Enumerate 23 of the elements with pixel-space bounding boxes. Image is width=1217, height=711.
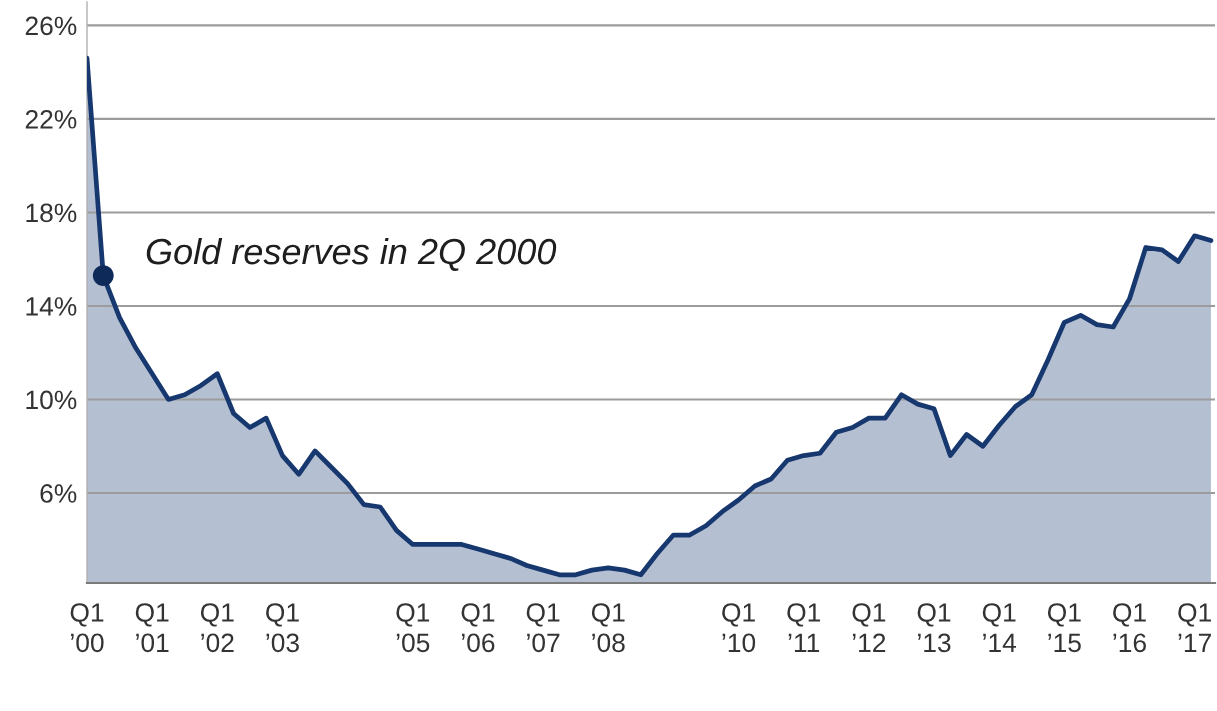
x-tick-label: Q1 ’12: [852, 603, 886, 652]
x-tick-label: Q1 ’05: [396, 603, 430, 653]
x-tick-label: Q1 ’08: [591, 603, 625, 653]
annotation: Gold reserves in 2Q 2000: [146, 237, 557, 271]
y-tick-label: 14%: [26, 297, 77, 316]
y-tick-label: 26%: [25, 16, 77, 36]
y-tick-label: 22%: [25, 110, 77, 129]
y-tick-label: 18%: [26, 203, 77, 223]
y-tick-label: 10%: [26, 390, 77, 410]
x-tick-label: Q1 ’02: [200, 603, 234, 653]
y-tick-label: 6%: [40, 484, 77, 503]
x-tick-label: Q1 ’17: [1178, 603, 1211, 652]
x-tick-label: Q1 ’16: [1113, 603, 1146, 653]
x-tick-label: Q1 ’06: [461, 603, 495, 653]
x-tick-label: Q1 ’10: [722, 603, 756, 653]
x-tick-label: Q1 ’07: [526, 603, 560, 653]
x-tick-label: Q1 ’11: [787, 603, 821, 652]
x-tick-label: Q1 ’13: [917, 603, 951, 653]
x-tick-label: Q1 ’00: [70, 603, 104, 653]
x-tick-label: Q1 ’01: [135, 603, 169, 653]
x-tick-label: Q1 ’15: [1047, 603, 1081, 653]
x-tick-label: Q1 ’14: [982, 603, 1017, 652]
x-tick-label: Q1 ’03: [266, 603, 299, 653]
